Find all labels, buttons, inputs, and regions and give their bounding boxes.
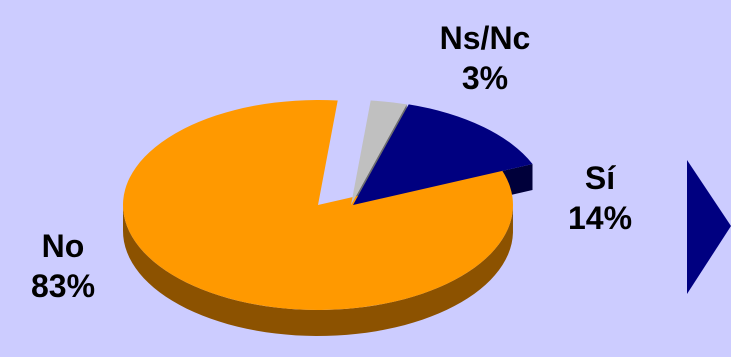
next-arrow-icon[interactable] — [687, 160, 731, 294]
slice-label-no: No 83% — [8, 226, 118, 306]
slice-label-nsnc: Ns/Nc 3% — [405, 18, 565, 98]
slice-si — [353, 104, 533, 205]
slice-no — [123, 99, 513, 311]
slice-name-si: Sí — [584, 160, 616, 196]
pie-slices — [123, 99, 533, 311]
slice-value-nsnc: 3% — [461, 60, 509, 96]
slice-nsnc — [351, 100, 407, 205]
slice-name-nsnc: Ns/Nc — [439, 20, 531, 56]
slice-side-no — [123, 204, 513, 336]
slice-value-no: 83% — [30, 268, 96, 304]
slice-label-si: Sí 14% — [540, 158, 660, 238]
slice-value-si: 14% — [567, 200, 633, 236]
slice-name-no: No — [41, 228, 85, 264]
